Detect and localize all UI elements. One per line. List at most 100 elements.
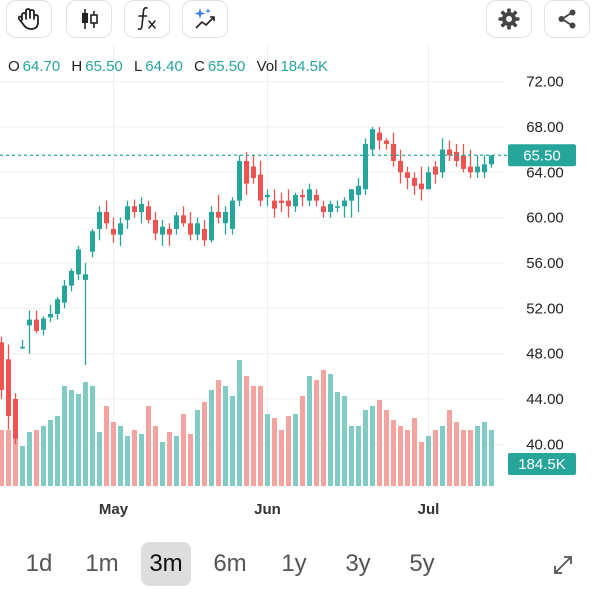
volume-bar	[6, 430, 11, 486]
volume-bar	[363, 410, 368, 486]
volume-bar	[300, 396, 305, 486]
last-price-tag: 65.50	[523, 147, 561, 164]
volume-bar	[34, 430, 39, 486]
candle	[405, 166, 410, 190]
candle	[230, 197, 235, 235]
candle	[391, 132, 396, 167]
candle-body	[55, 299, 60, 314]
volume-bar	[286, 416, 291, 486]
candle	[475, 155, 480, 178]
fullscreen-button[interactable]	[550, 552, 576, 578]
low-label: L	[133, 58, 143, 75]
volume-bar	[69, 390, 74, 486]
close-value: 65.50	[207, 58, 246, 75]
candle-body	[433, 166, 438, 175]
volume-bar	[391, 420, 396, 486]
candle	[167, 223, 172, 246]
candle	[146, 200, 151, 224]
volume-tag: 184.5K	[518, 456, 566, 473]
indicators-button[interactable]	[124, 0, 170, 38]
ai-sparkle-icon	[194, 8, 215, 29]
candle	[27, 310, 32, 354]
volume-bar	[230, 396, 235, 486]
candle	[62, 279, 67, 309]
settings-button[interactable]	[486, 0, 532, 38]
candle	[132, 199, 137, 218]
candle-body	[342, 200, 347, 207]
candle-body	[405, 172, 410, 178]
volume-bar	[55, 416, 60, 486]
volume-bar	[265, 414, 270, 486]
volume-bar	[104, 406, 109, 486]
candle-body	[104, 211, 109, 224]
candle-body	[447, 149, 452, 156]
drawing-tools-button[interactable]	[6, 0, 52, 38]
candle-body	[90, 231, 95, 252]
candle	[69, 268, 74, 292]
close-label: C	[194, 58, 205, 75]
candle	[48, 304, 53, 322]
candle	[461, 143, 466, 173]
volume-bar	[20, 446, 25, 486]
volume-bar	[160, 442, 165, 486]
range-6m-button[interactable]: 6m	[213, 550, 247, 577]
candle	[412, 172, 417, 195]
volume-bar	[307, 376, 312, 486]
candle-body	[41, 318, 46, 330]
ai-analysis-button[interactable]	[182, 0, 228, 38]
price-axis: 72.00 68.00 64.00 60.00 56.00 52.00 48.00 44.00…	[526, 74, 564, 454]
candle	[342, 197, 347, 218]
candle	[300, 189, 305, 207]
candle-body	[62, 285, 67, 303]
range-1d-button[interactable]: 1d	[25, 550, 53, 577]
low-value: 64.40	[145, 58, 183, 75]
y-tick-label: 64.00	[526, 164, 564, 181]
range-3m-button[interactable]: 3m	[141, 542, 191, 586]
candle-body	[118, 223, 123, 235]
y-tick-label: 56.00	[526, 255, 564, 272]
volume-bar	[419, 442, 424, 486]
candle-body	[48, 313, 53, 318]
candle-body	[461, 155, 466, 169]
price-chart[interactable]: 72.00 68.00 64.00 60.00 56.00 52.00 48.00 44.00…	[0, 44, 600, 524]
candle	[13, 393, 18, 445]
candle-body	[6, 359, 11, 416]
candle-body	[27, 319, 32, 326]
y-tick-label: 48.00	[526, 346, 564, 363]
candle	[447, 140, 452, 161]
candle	[76, 245, 81, 280]
chart-type-button[interactable]	[66, 0, 112, 38]
volume-bar	[97, 432, 102, 486]
candle-body	[356, 185, 361, 195]
candle-body	[111, 228, 116, 235]
volume-bar	[405, 430, 410, 486]
candle	[153, 211, 158, 241]
candle-body	[426, 172, 431, 190]
candle-body	[153, 219, 158, 234]
candle-body	[132, 206, 137, 212]
candle	[160, 219, 165, 246]
candle	[377, 126, 382, 150]
range-1m-button[interactable]: 1m	[85, 550, 119, 577]
candle	[139, 197, 144, 224]
drawing-hand-icon	[17, 8, 39, 30]
volume-bar	[202, 402, 207, 486]
volume-bar	[279, 430, 284, 486]
range-1y-button[interactable]: 1y	[281, 550, 307, 577]
range-5y-button[interactable]: 5y	[409, 550, 435, 577]
range-3y-button[interactable]: 3y	[345, 550, 371, 577]
candle	[363, 138, 368, 195]
volume-bar	[475, 426, 480, 486]
candle-body	[384, 140, 389, 144]
share-button[interactable]	[544, 0, 590, 38]
gear-icon	[498, 8, 520, 30]
volume-bar	[314, 380, 319, 486]
volume-bar	[398, 426, 403, 486]
candle	[244, 151, 249, 195]
candle	[174, 211, 179, 235]
candle	[195, 217, 200, 241]
candle-body	[251, 166, 256, 178]
candle-body	[419, 183, 424, 190]
volume-bar	[489, 430, 494, 486]
expand-icon	[554, 556, 572, 574]
